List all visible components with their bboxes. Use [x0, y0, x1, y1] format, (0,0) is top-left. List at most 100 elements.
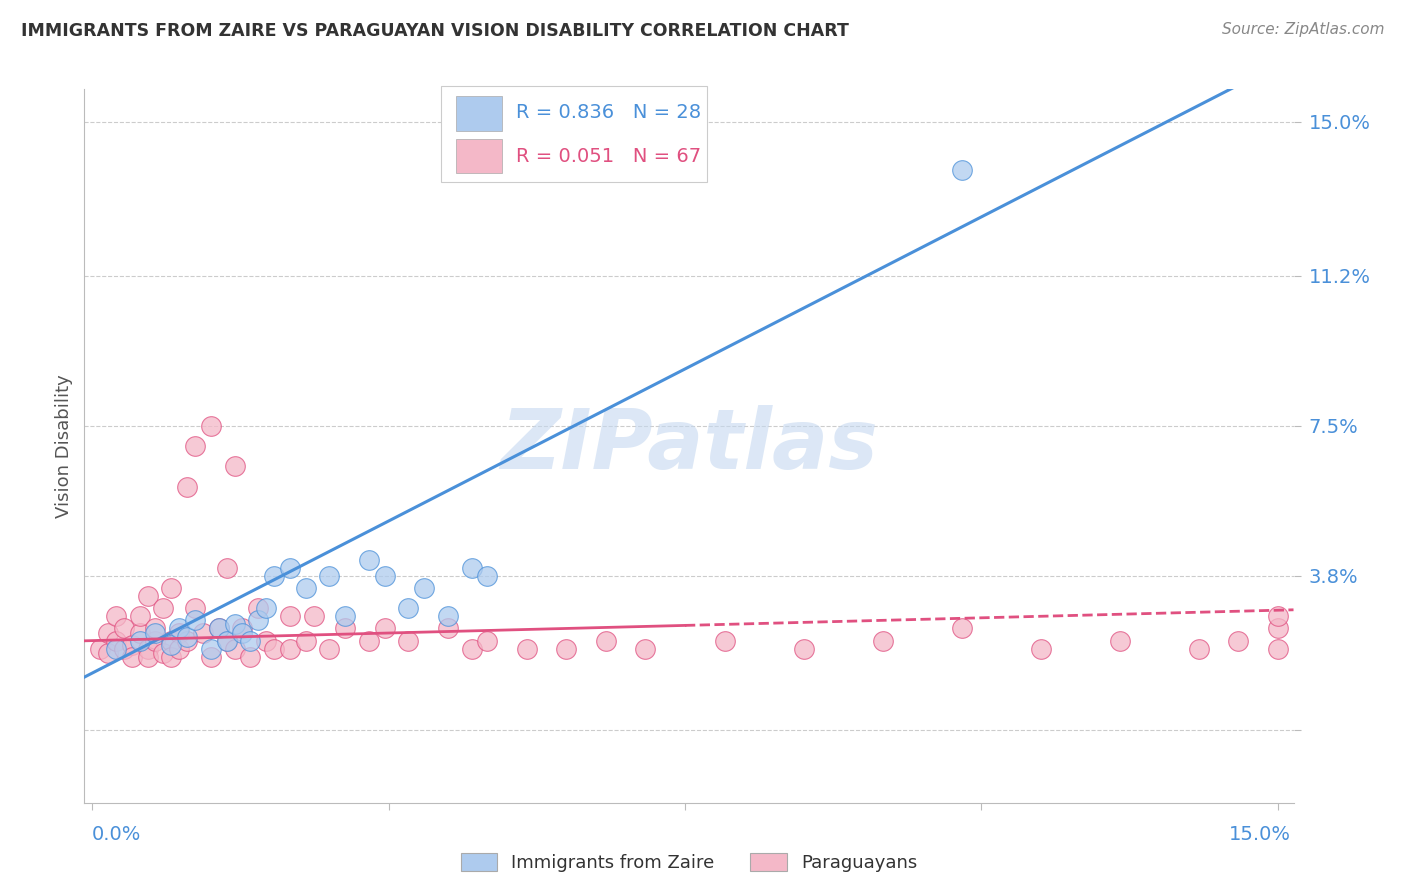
- Point: [89, 641, 111, 656]
- Point: [318, 641, 340, 656]
- Point: [460, 641, 482, 656]
- Point: [477, 568, 499, 582]
- Point: [200, 641, 222, 656]
- FancyBboxPatch shape: [456, 96, 502, 130]
- Point: [200, 649, 222, 664]
- Point: [128, 609, 150, 624]
- Point: [160, 633, 183, 648]
- Point: [413, 581, 436, 595]
- Point: [239, 649, 262, 664]
- Point: [477, 633, 499, 648]
- Point: [950, 163, 973, 178]
- Point: [224, 459, 246, 474]
- Point: [136, 589, 159, 603]
- Point: [263, 568, 285, 582]
- Point: [555, 641, 578, 656]
- Point: [247, 601, 270, 615]
- Point: [595, 633, 617, 648]
- Point: [224, 617, 246, 632]
- Point: [302, 609, 325, 624]
- Point: [294, 581, 316, 595]
- Point: [121, 649, 143, 664]
- Point: [176, 633, 198, 648]
- Point: [184, 613, 207, 627]
- Point: [145, 625, 167, 640]
- Point: [104, 641, 127, 656]
- Point: [112, 622, 135, 636]
- Point: [239, 633, 262, 648]
- Point: [1029, 641, 1052, 656]
- Point: [145, 622, 167, 636]
- Point: [1267, 609, 1289, 624]
- Point: [950, 622, 973, 636]
- Point: [128, 633, 150, 648]
- FancyBboxPatch shape: [456, 139, 502, 173]
- Point: [145, 633, 167, 648]
- Text: ZIPatlas: ZIPatlas: [501, 406, 877, 486]
- Point: [231, 622, 253, 636]
- Point: [167, 625, 190, 640]
- Point: [152, 601, 174, 615]
- Point: [278, 641, 301, 656]
- Point: [516, 641, 538, 656]
- Legend: Immigrants from Zaire, Paraguayans: Immigrants from Zaire, Paraguayans: [453, 846, 925, 880]
- Point: [97, 625, 120, 640]
- Point: [231, 625, 253, 640]
- Point: [215, 560, 238, 574]
- Point: [278, 609, 301, 624]
- Point: [121, 638, 143, 652]
- Point: [1108, 633, 1130, 648]
- Point: [1227, 633, 1250, 648]
- Text: Source: ZipAtlas.com: Source: ZipAtlas.com: [1222, 22, 1385, 37]
- Point: [278, 560, 301, 574]
- Point: [200, 418, 222, 433]
- Y-axis label: Vision Disability: Vision Disability: [55, 374, 73, 518]
- Point: [872, 633, 894, 648]
- Point: [254, 601, 277, 615]
- Point: [112, 641, 135, 656]
- FancyBboxPatch shape: [441, 86, 707, 182]
- Point: [152, 646, 174, 660]
- Point: [374, 622, 396, 636]
- Point: [263, 641, 285, 656]
- Point: [333, 609, 356, 624]
- Point: [176, 630, 198, 644]
- Point: [793, 641, 815, 656]
- Point: [104, 609, 127, 624]
- Point: [357, 633, 380, 648]
- Point: [247, 613, 270, 627]
- Point: [128, 625, 150, 640]
- Point: [136, 641, 159, 656]
- Point: [396, 601, 419, 615]
- Point: [224, 641, 246, 656]
- Point: [460, 560, 482, 574]
- Point: [215, 633, 238, 648]
- Point: [254, 633, 277, 648]
- Point: [160, 581, 183, 595]
- Point: [634, 641, 657, 656]
- Point: [184, 601, 207, 615]
- Text: 0.0%: 0.0%: [91, 824, 141, 844]
- Point: [184, 439, 207, 453]
- Point: [160, 649, 183, 664]
- Point: [208, 622, 231, 636]
- Point: [176, 479, 198, 493]
- Point: [97, 646, 120, 660]
- Text: R = 0.051   N = 67: R = 0.051 N = 67: [516, 147, 702, 166]
- Point: [437, 609, 460, 624]
- Point: [357, 552, 380, 566]
- Point: [208, 622, 231, 636]
- Point: [1267, 641, 1289, 656]
- Text: R = 0.836   N = 28: R = 0.836 N = 28: [516, 103, 702, 122]
- Point: [160, 638, 183, 652]
- Point: [374, 568, 396, 582]
- Text: IMMIGRANTS FROM ZAIRE VS PARAGUAYAN VISION DISABILITY CORRELATION CHART: IMMIGRANTS FROM ZAIRE VS PARAGUAYAN VISI…: [21, 22, 849, 40]
- Point: [191, 625, 214, 640]
- Point: [713, 633, 735, 648]
- Point: [167, 641, 190, 656]
- Point: [104, 633, 127, 648]
- Point: [1188, 641, 1211, 656]
- Point: [1267, 622, 1289, 636]
- Point: [215, 633, 238, 648]
- Point: [396, 633, 419, 648]
